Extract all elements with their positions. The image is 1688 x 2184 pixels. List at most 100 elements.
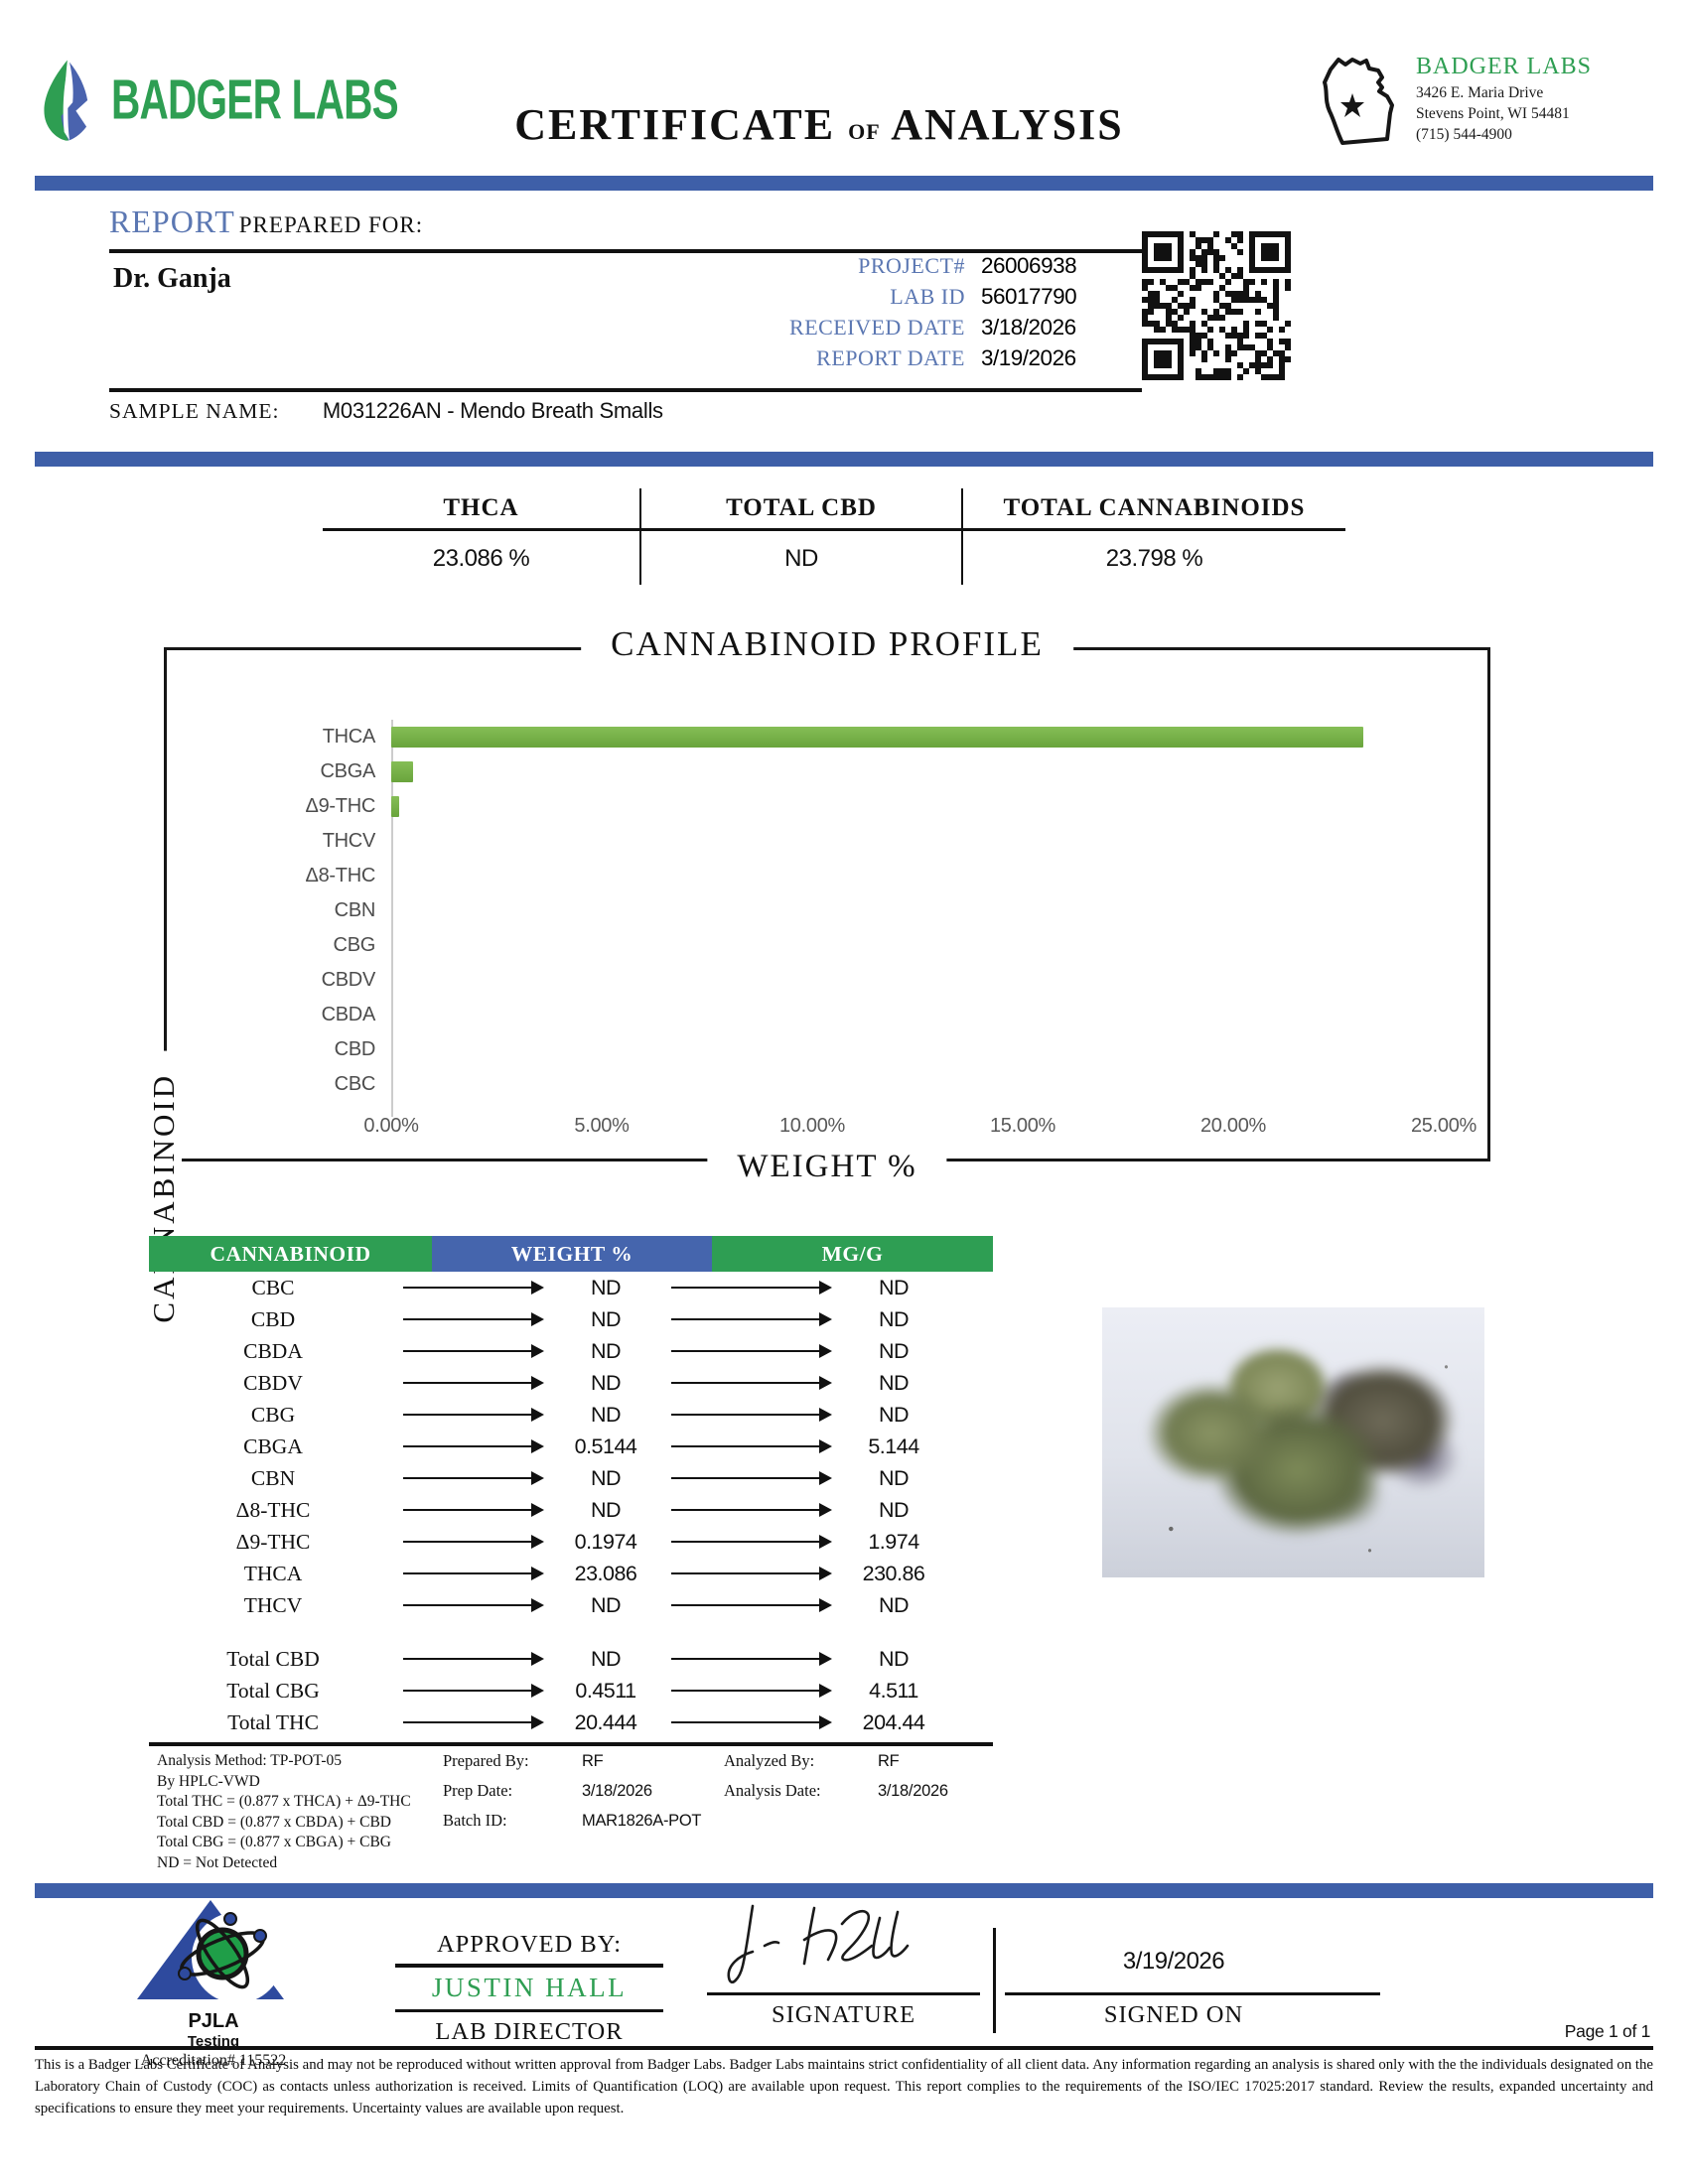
report-field: LAB ID 56017790 [665,284,1132,315]
rule [395,1964,663,1968]
arrow-icon [665,1312,834,1325]
wisconsin-map-icon [1323,58,1394,145]
mgg-value: ND [878,1370,910,1395]
pjla-name: PJLA [188,2010,239,2032]
approver-title: LAB DIRECTOR [435,2018,624,2045]
chart-x-tick-label: 10.00% [778,1115,846,1137]
lab-name: BADGER LABS [1416,54,1593,79]
summary-item: TOTAL CBD ND [639,488,961,585]
lab-address-line2: Stevens Point, WI 54481 [1416,104,1570,122]
method-field: Prepared By: RF [443,1751,721,1781]
analyte-name: THCA [243,1561,303,1585]
chart-category-label: CBDV [321,969,376,991]
rule [35,2046,1653,2050]
report-field-label: LAB ID [890,284,965,309]
summary-item-value: 23.086 % [432,545,530,572]
title-of: of [848,111,881,146]
pjla-accreditation-block: PJLA Testing Accreditation# 115522 [99,1896,328,2070]
col-header-mgg: MG/G [712,1236,993,1272]
arrow-icon [665,1281,834,1294]
table-header: CANNABINOID WEIGHT % MG/G [149,1236,993,1272]
cannabinoid-table: CANNABINOID WEIGHT % MG/G CBC ND ND CBD ND ND… [149,1236,993,1746]
weight-percent-value: ND [590,1338,622,1363]
divider-band-3 [35,1883,1653,1898]
chart-bar-row: CBD [216,1032,1444,1067]
chart-bar-row: CBN [216,893,1444,928]
signature-image [727,1904,910,1983]
report-field-value: 3/19/2026 [981,345,1076,370]
chart-bar-track [391,970,1444,991]
summary-item-value: 23.798 % [1105,545,1203,572]
approved-by-block: APPROVED BY: JUSTIN HALL LAB DIRECTOR [395,1931,663,2046]
arrow-icon [665,1567,834,1579]
report-field-label: REPORT DATE [816,345,965,370]
footer-divider [993,1928,996,2033]
chart-x-axis-label: WEIGHT % [707,1149,947,1185]
chart-bar-track [391,1074,1444,1095]
chart-category-label: CBN [334,899,376,921]
signed-on-label: SIGNED ON [1103,2001,1244,2028]
analyte-name: Total CBG [226,1678,320,1703]
pjla-accreditation-number: Accreditation# 115522 [140,2052,287,2069]
table-row: CBG ND ND [149,1399,993,1431]
table-totals: Total CBD ND ND Total CBG 0.4511 4.511 Total T… [149,1643,993,1738]
chart-category-label: CBG [333,934,376,956]
mgg-value: ND [878,1646,910,1671]
chart-category-label: CBGA [320,760,376,782]
weight-percent-value: 20.444 [574,1709,637,1734]
page-title: CERTIFICATE of ANALYSIS [514,100,1124,149]
arrow-icon [397,1312,546,1325]
mgg-value: ND [878,1306,910,1331]
col-header-weight: WEIGHT % [432,1236,712,1272]
leaf-icon [44,60,88,141]
sample-name-row: SAMPLE NAME: M031226AN - Mendo Breath Sm… [109,398,663,424]
chart-x-tick-label: 20.00% [1199,1115,1267,1137]
chart-bar-row: CBDV [216,963,1444,998]
method-field-value: RF [582,1752,604,1770]
analyte-name: Total THC [227,1709,319,1734]
chart-bar-track [391,1039,1444,1060]
weight-percent-value: 0.1974 [574,1529,637,1554]
analyte-name: CBGA [243,1433,303,1458]
mgg-value: 204.44 [862,1709,925,1734]
chart-bar-row: CBC [216,1067,1444,1102]
logo-wordmark: BADGER LABS [111,68,399,132]
chart-category-label: THCA [322,726,376,748]
col-header-cannabinoid: CANNABINOID [149,1236,432,1272]
table-row: Total CBG 0.4511 4.511 [149,1675,993,1706]
chart-category-label: CBDA [321,1004,376,1025]
report-heading: REPORT PREPARED FOR: [109,204,423,240]
table-row: CBDV ND ND [149,1367,993,1399]
method-field-value: 3/18/2026 [878,1782,948,1800]
weight-percent-value: ND [590,1592,622,1617]
chart-bar-track [391,935,1444,956]
report-field: RECEIVED DATE 3/18/2026 [665,315,1132,345]
arrow-icon [397,1344,546,1357]
chart-bar-track [391,900,1444,921]
chart-bar-track [391,761,1444,782]
weight-percent-value: ND [590,1402,622,1427]
table-row: Δ9-THC 0.1974 1.974 [149,1526,993,1558]
analyte-name: CBC [251,1275,295,1299]
summary-item-label: TOTAL CBD [641,488,961,531]
summary-item: THCA 23.086 % [323,488,639,585]
chart-bar-track [391,1005,1444,1025]
weight-percent-value: ND [590,1465,622,1490]
method-note-line: Analysis Method: TP-POT-05 [157,1752,343,1769]
arrow-icon [665,1715,834,1728]
chart-category-label: Δ9-THC [305,795,376,817]
chart-category-label: THCV [322,830,376,852]
signature-line [707,1992,980,1995]
summary-item-value: ND [784,545,818,572]
signature-label: SIGNATURE [771,2001,916,2028]
report-field-value: 3/18/2026 [981,315,1076,340]
mgg-value: ND [878,1465,910,1490]
weight-percent-value: 0.5144 [574,1433,637,1458]
analyte-name: CBD [250,1306,296,1331]
method-field-label: Analysis Date: [724,1781,821,1800]
analysis-info: Analyzed By: RF Analysis Date: 3/18/2026 [724,1751,1042,1811]
chart-x-ticks: 0.00% 5.00% 10.00% 15.00% 20.00% 25.00% [363,1115,1477,1141]
table-row: Total THC 20.444 204.44 [149,1706,993,1738]
chart-x-tick-label: 0.00% [363,1115,419,1137]
weight-percent-value: ND [590,1646,622,1671]
